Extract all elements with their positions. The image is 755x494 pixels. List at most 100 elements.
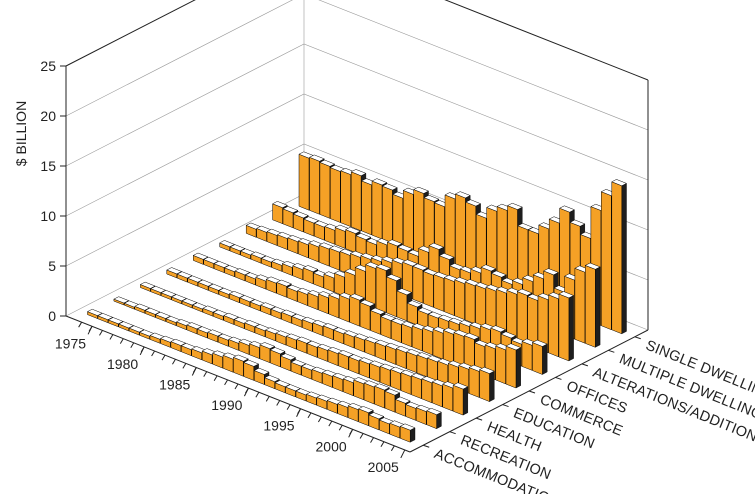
grid-walls bbox=[60, 0, 649, 459]
bar-front bbox=[516, 291, 528, 345]
depth-tick bbox=[634, 336, 641, 340]
bar-top bbox=[531, 339, 548, 347]
bar-side bbox=[621, 183, 627, 335]
bar-front bbox=[422, 327, 433, 356]
bar-top bbox=[611, 179, 628, 187]
bar-top bbox=[192, 252, 209, 260]
x-tick bbox=[328, 420, 333, 427]
bar-top bbox=[542, 268, 560, 276]
bar-top bbox=[302, 265, 319, 273]
bar-top bbox=[308, 154, 325, 162]
bar-top bbox=[118, 321, 135, 329]
bar-front bbox=[386, 276, 397, 318]
bar-top bbox=[375, 264, 392, 271]
bar bbox=[426, 408, 443, 430]
bar-top bbox=[239, 295, 256, 303]
bar-top bbox=[144, 307, 161, 315]
bar-top bbox=[558, 291, 575, 299]
bar-side bbox=[462, 386, 468, 416]
x-tick bbox=[182, 363, 187, 369]
depth-tick bbox=[528, 390, 536, 394]
bar-front bbox=[468, 367, 480, 398]
y-tick-label: 10 bbox=[40, 208, 56, 224]
bar-top bbox=[438, 253, 455, 260]
bar-top bbox=[394, 396, 411, 404]
bar bbox=[316, 343, 333, 362]
bar-top bbox=[280, 353, 297, 361]
x-tick bbox=[119, 338, 124, 344]
bar-top bbox=[139, 281, 156, 289]
bar-top bbox=[197, 279, 214, 287]
depth-tick bbox=[475, 417, 483, 421]
bar-top bbox=[350, 169, 367, 177]
bar-top bbox=[292, 211, 309, 219]
bar-front bbox=[532, 342, 543, 375]
bar-front bbox=[309, 156, 320, 215]
bar-top bbox=[259, 302, 277, 310]
bar-top bbox=[385, 274, 402, 282]
bar-top bbox=[176, 271, 193, 279]
x-tick bbox=[203, 371, 208, 377]
bar-front bbox=[375, 266, 387, 313]
bar-top bbox=[344, 226, 361, 234]
bar-front bbox=[455, 193, 466, 273]
bar-top bbox=[516, 288, 533, 296]
bar-top bbox=[97, 313, 114, 320]
bar-top bbox=[207, 329, 224, 337]
x-tick bbox=[338, 424, 343, 431]
x-tick bbox=[286, 404, 291, 410]
bar-front bbox=[350, 171, 362, 232]
bar-top bbox=[480, 264, 497, 272]
bar-top bbox=[160, 290, 177, 297]
x-tick bbox=[276, 400, 281, 406]
bar-top bbox=[243, 320, 261, 327]
bar-front bbox=[452, 384, 464, 416]
bar-top bbox=[243, 359, 260, 367]
bar-top bbox=[107, 317, 124, 325]
bar-front bbox=[413, 189, 424, 256]
bar-top bbox=[319, 159, 336, 167]
bar-top bbox=[134, 303, 151, 311]
bar-top bbox=[282, 206, 299, 214]
x-tick-label: 1990 bbox=[211, 397, 242, 413]
bar-front bbox=[349, 295, 360, 327]
x-tick-label: 1985 bbox=[159, 377, 190, 393]
bar-top bbox=[386, 239, 403, 247]
bar-front bbox=[475, 284, 486, 329]
bar-top bbox=[423, 194, 440, 202]
bar-front bbox=[319, 162, 331, 219]
bar-top bbox=[506, 202, 523, 210]
bar-front bbox=[521, 341, 533, 371]
bars bbox=[86, 151, 628, 443]
x-tick bbox=[307, 412, 312, 419]
y-tick-label: 5 bbox=[48, 258, 56, 274]
bar-top bbox=[381, 183, 398, 191]
gridline bbox=[65, 0, 649, 131]
bar-top bbox=[454, 191, 471, 199]
y-axis-title: $ BILLION bbox=[13, 101, 29, 166]
bar-front bbox=[361, 180, 372, 236]
bar-top bbox=[280, 309, 297, 317]
bar bbox=[531, 339, 548, 375]
x-tick bbox=[172, 359, 176, 365]
bar-front bbox=[338, 294, 350, 323]
bar-top bbox=[371, 178, 388, 186]
x-major-tick bbox=[87, 326, 93, 335]
bar-front bbox=[505, 345, 517, 389]
x-tick bbox=[99, 330, 103, 336]
x-tick-label: 1980 bbox=[107, 356, 138, 372]
x-tick-label: 1995 bbox=[263, 418, 294, 434]
x-tick bbox=[234, 383, 239, 390]
bar-top bbox=[357, 406, 374, 413]
x-major-tick bbox=[191, 367, 197, 376]
bar-front bbox=[465, 201, 477, 277]
bar-top bbox=[150, 285, 167, 293]
bar-front bbox=[443, 329, 454, 364]
bar-top bbox=[166, 267, 183, 275]
bar bbox=[611, 179, 628, 335]
bar-top bbox=[234, 268, 251, 276]
bar-top bbox=[558, 205, 576, 213]
bar-top bbox=[290, 359, 307, 367]
bar-side bbox=[489, 370, 495, 402]
